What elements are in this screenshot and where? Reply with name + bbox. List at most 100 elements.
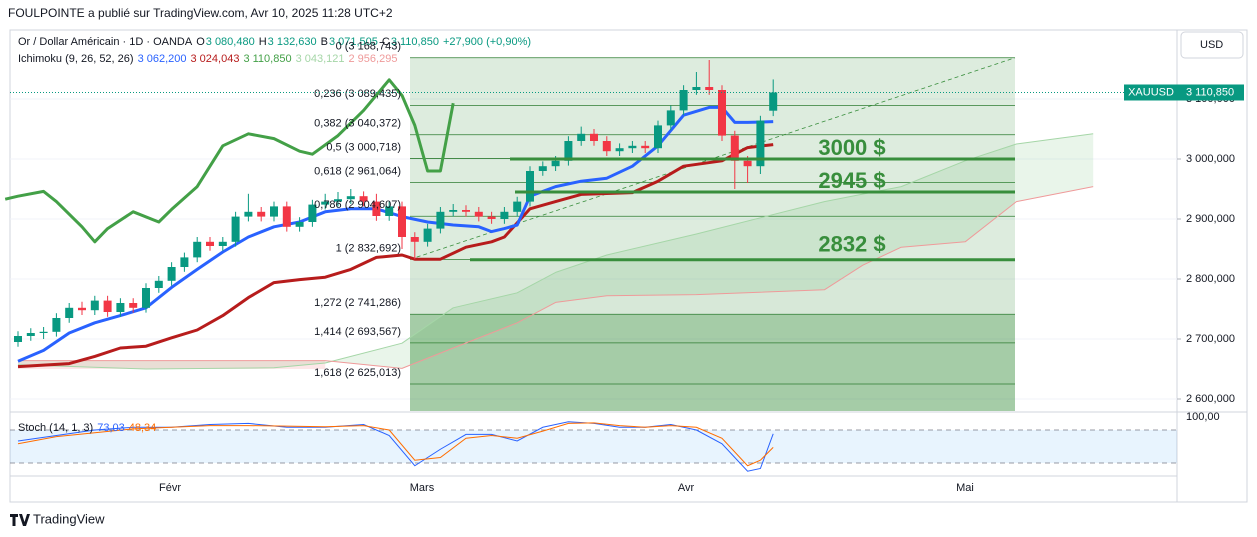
- x-tick-label: Mai: [956, 482, 974, 494]
- cloud-fill: [18, 133, 1094, 369]
- candle-body: [462, 210, 470, 212]
- indicator-value: 2 956,295: [349, 53, 398, 65]
- indicator-value: 3 024,043: [191, 53, 240, 65]
- y-tick-label: 2 700,000: [1186, 333, 1235, 345]
- stoch-d-value: 48,34: [129, 422, 157, 434]
- candle-body: [769, 92, 778, 111]
- candle-body: [564, 141, 573, 161]
- symbol: Or / Dollar Américain · 1D · OANDA: [18, 36, 193, 48]
- candle-body: [180, 257, 189, 267]
- fib-zone: [410, 182, 1015, 217]
- candle-body: [142, 288, 150, 308]
- ohlc-value: 3 110,850: [391, 36, 439, 48]
- main-layer: [4, 60, 1094, 472]
- fib-label: 1,618 (2 625,013): [314, 367, 401, 379]
- candle-body: [743, 160, 752, 167]
- y-tick-label: 2 600,000: [1186, 393, 1235, 405]
- candle-body: [193, 241, 202, 258]
- fib-zone: [410, 342, 1015, 384]
- stoch-line: [17, 422, 774, 467]
- support-label: 2945 $: [818, 168, 885, 193]
- candle-body: [615, 148, 624, 152]
- fib-label: 0,5 (3 000,718): [326, 141, 401, 153]
- candle-body: [26, 333, 35, 336]
- candle-body: [436, 211, 445, 229]
- symbol-tag-label: XAUUSD: [1128, 86, 1174, 98]
- candle-body: [730, 135, 739, 161]
- candle-body: [90, 300, 99, 311]
- indicator-title: Ichimoku (9, 26, 52, 26): [18, 53, 134, 65]
- fib-zone: [410, 158, 1015, 183]
- candle-body: [116, 303, 125, 312]
- stoch-tick-label: 100,00: [1186, 411, 1220, 423]
- candle-body: [231, 216, 240, 242]
- ohlc-key: O: [196, 36, 205, 48]
- brand-logo: [10, 514, 30, 526]
- candle-body: [270, 206, 278, 217]
- candle-body: [282, 206, 291, 227]
- support-label: 3000 $: [818, 135, 885, 160]
- candle-body: [334, 199, 342, 202]
- ohlc-key: B: [321, 36, 328, 48]
- stoch-band: [10, 430, 1177, 463]
- candle-body: [52, 318, 61, 332]
- candle-body: [577, 133, 586, 141]
- candle-body: [308, 204, 317, 222]
- brand: TradingView: [33, 511, 105, 526]
- fib-label: 0,236 (3 089,435): [314, 88, 401, 100]
- fib-zone: [410, 383, 1015, 411]
- fib-zone: [410, 105, 1015, 135]
- fib-zone: [410, 57, 1015, 106]
- candle-body: [602, 141, 611, 152]
- candle-body: [500, 211, 509, 219]
- candle-body: [218, 241, 227, 246]
- candle-body: [206, 241, 214, 246]
- fib-zone: [410, 259, 1015, 315]
- x-tick-label: Avr: [678, 482, 695, 494]
- fib-zone: [410, 314, 1015, 343]
- candle-body: [692, 87, 701, 90]
- ohlc-value: 3 071,505: [329, 36, 378, 48]
- candle-body: [65, 307, 74, 318]
- fib-label: 0 (3 168,743): [336, 41, 401, 53]
- candle-body: [654, 125, 662, 149]
- candle-body: [474, 211, 483, 217]
- candle-body: [244, 211, 253, 217]
- candle-body: [129, 303, 138, 308]
- price-tag: [1178, 84, 1244, 101]
- candle-body: [590, 133, 598, 141]
- candle-body: [410, 237, 419, 242]
- fib-label: 1,272 (2 741,286): [314, 297, 401, 309]
- price-tag-label: 3 110,850: [1186, 86, 1234, 98]
- symbol-tag: [1124, 84, 1178, 101]
- candle-body: [679, 90, 688, 111]
- indicator-value: 3 062,200: [138, 53, 187, 65]
- candle-body: [628, 145, 637, 149]
- candle-body: [39, 331, 48, 333]
- candle-body: [487, 216, 496, 219]
- candle-body: [641, 145, 650, 149]
- indicator-value: 3 110,850: [243, 53, 291, 65]
- currency-button[interactable]: [1180, 31, 1244, 59]
- currency[interactable]: USD: [1200, 39, 1223, 51]
- candle-body: [372, 201, 381, 216]
- candle-body: [398, 206, 406, 237]
- ohlc-value: 3 080,480: [206, 36, 255, 48]
- candle-body: [718, 90, 726, 136]
- indicator-value: 3 043,121: [296, 53, 345, 65]
- x-tick-label: Févr: [159, 482, 181, 494]
- fib-zone: [410, 216, 1015, 260]
- indicator-line: [17, 133, 1094, 370]
- candle-body: [346, 196, 355, 200]
- candle-body: [359, 196, 368, 202]
- x-tick-label: Mars: [410, 482, 435, 494]
- candle-body: [167, 267, 176, 281]
- candle-body: [295, 222, 304, 227]
- candle-body: [666, 110, 675, 126]
- candle-body: [705, 87, 714, 90]
- candle-body: [551, 160, 560, 167]
- ohlc-value: 3 132,630: [268, 36, 317, 48]
- stoch-title: Stoch (14, 1, 3): [18, 422, 93, 434]
- fib-label: 0,618 (2 961,064): [314, 165, 401, 177]
